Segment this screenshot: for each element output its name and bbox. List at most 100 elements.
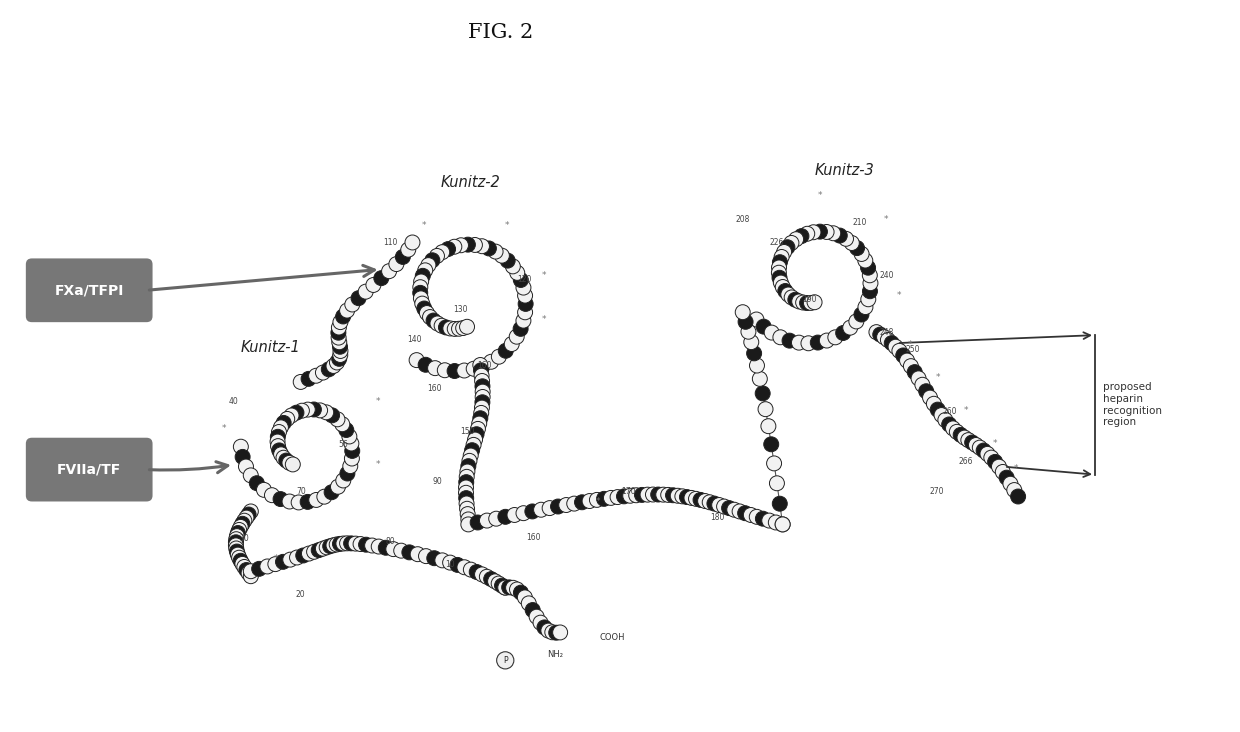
Text: 90: 90 (433, 477, 443, 486)
Circle shape (401, 242, 415, 257)
Circle shape (784, 290, 799, 305)
Circle shape (470, 515, 485, 530)
Circle shape (332, 315, 348, 329)
Circle shape (738, 314, 753, 329)
Circle shape (869, 325, 884, 340)
Circle shape (773, 255, 787, 269)
Circle shape (239, 510, 254, 525)
Circle shape (675, 489, 689, 504)
Text: 190: 190 (802, 295, 817, 304)
Circle shape (315, 541, 330, 556)
Circle shape (331, 330, 346, 345)
Circle shape (930, 402, 945, 417)
Text: *: * (884, 215, 889, 224)
Circle shape (312, 403, 327, 418)
Circle shape (517, 590, 532, 605)
Circle shape (340, 303, 355, 318)
Circle shape (505, 337, 520, 351)
Circle shape (448, 364, 463, 378)
Circle shape (270, 438, 285, 454)
Circle shape (807, 295, 822, 310)
Circle shape (461, 459, 476, 474)
Circle shape (466, 438, 481, 452)
Circle shape (402, 545, 417, 560)
Text: 160: 160 (477, 360, 491, 370)
Circle shape (319, 405, 334, 420)
Circle shape (541, 623, 556, 638)
Circle shape (915, 377, 930, 392)
Circle shape (270, 429, 285, 444)
Circle shape (466, 362, 481, 376)
Circle shape (331, 479, 346, 494)
Text: 208: 208 (735, 215, 750, 224)
Circle shape (646, 487, 661, 502)
Circle shape (500, 253, 515, 268)
Circle shape (277, 416, 291, 430)
Circle shape (382, 264, 397, 279)
Circle shape (707, 496, 722, 511)
Circle shape (336, 309, 351, 324)
Circle shape (461, 512, 476, 527)
Circle shape (475, 400, 490, 415)
Circle shape (784, 236, 799, 250)
Circle shape (319, 540, 334, 555)
Circle shape (460, 237, 475, 252)
Circle shape (780, 240, 795, 255)
Circle shape (464, 562, 479, 577)
Circle shape (260, 559, 275, 574)
Circle shape (755, 386, 770, 401)
Circle shape (987, 455, 1003, 469)
Circle shape (243, 569, 258, 583)
Circle shape (283, 552, 298, 567)
Circle shape (972, 440, 987, 455)
Circle shape (517, 288, 532, 303)
Circle shape (343, 436, 358, 451)
Circle shape (544, 625, 559, 640)
Circle shape (300, 402, 315, 417)
Circle shape (498, 343, 513, 358)
Circle shape (911, 371, 926, 386)
Circle shape (274, 447, 289, 462)
Text: 10: 10 (445, 560, 455, 569)
Circle shape (419, 305, 434, 321)
Circle shape (826, 225, 841, 241)
Circle shape (877, 329, 892, 345)
Circle shape (345, 297, 360, 312)
Circle shape (688, 491, 703, 507)
Circle shape (241, 507, 257, 522)
Text: *: * (936, 373, 940, 382)
Text: 130: 130 (453, 305, 467, 314)
Circle shape (475, 359, 490, 373)
Circle shape (787, 292, 802, 307)
Circle shape (854, 307, 869, 322)
Text: *: * (1013, 463, 1018, 473)
Circle shape (574, 495, 589, 509)
Circle shape (582, 493, 598, 509)
Text: NH₂: NH₂ (547, 650, 563, 660)
Circle shape (413, 280, 428, 295)
Circle shape (459, 474, 474, 490)
Circle shape (413, 291, 428, 306)
Circle shape (237, 513, 252, 529)
Circle shape (746, 346, 761, 361)
Circle shape (285, 457, 300, 472)
Circle shape (742, 324, 756, 339)
Circle shape (275, 554, 290, 569)
Circle shape (264, 488, 279, 503)
Circle shape (567, 496, 582, 511)
Circle shape (484, 572, 498, 586)
Circle shape (348, 536, 363, 551)
Circle shape (838, 231, 853, 246)
Circle shape (419, 549, 434, 564)
Circle shape (420, 258, 436, 272)
Circle shape (849, 241, 864, 255)
Text: *: * (817, 191, 822, 200)
Circle shape (517, 305, 532, 320)
Text: 70: 70 (296, 487, 305, 496)
Circle shape (474, 363, 489, 378)
Circle shape (373, 271, 389, 285)
Circle shape (775, 517, 790, 532)
Circle shape (812, 224, 827, 239)
Circle shape (475, 567, 490, 582)
Circle shape (480, 569, 495, 584)
